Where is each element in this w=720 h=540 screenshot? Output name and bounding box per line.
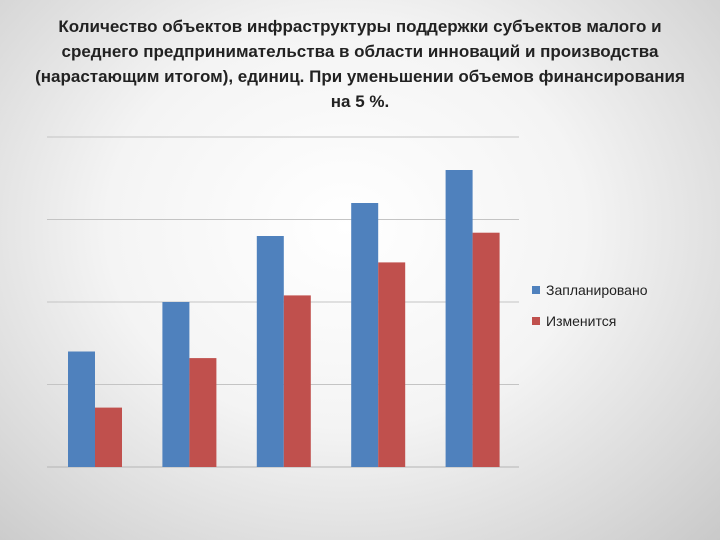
legend-label-series-2: Изменится bbox=[546, 313, 617, 329]
legend-swatch-series-1 bbox=[532, 286, 540, 294]
bar-series-1-group-5 bbox=[445, 170, 473, 467]
bar-series-2-group-3 bbox=[283, 295, 311, 467]
bar-series-2-group-2 bbox=[189, 358, 217, 467]
legend: Запланировано Изменится bbox=[532, 281, 648, 343]
bar-series-2-group-1 bbox=[95, 407, 122, 467]
bar-series-1-group-3 bbox=[256, 236, 284, 467]
bar-series-2-group-5 bbox=[472, 232, 500, 467]
chart-title: Количество объектов инфраструктуры подде… bbox=[35, 17, 685, 111]
legend-item-series-2: Изменится bbox=[532, 312, 648, 330]
bar-series-1-group-2 bbox=[162, 302, 190, 467]
legend-swatch-series-2 bbox=[532, 317, 540, 325]
bars bbox=[68, 170, 500, 467]
bar-series-1-group-4 bbox=[351, 203, 379, 467]
bar-series-2-group-4 bbox=[378, 262, 406, 467]
bar-series-1-group-1 bbox=[68, 351, 95, 467]
legend-item-series-1: Запланировано bbox=[532, 281, 648, 299]
legend-label-series-1: Запланировано bbox=[546, 282, 648, 298]
